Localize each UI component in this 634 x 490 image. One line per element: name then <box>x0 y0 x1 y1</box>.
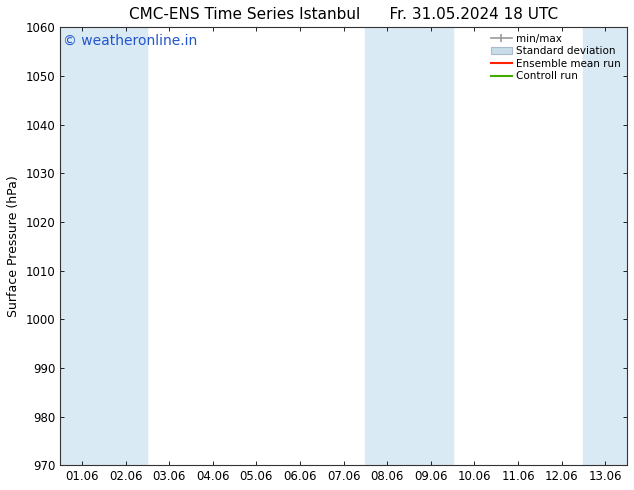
Y-axis label: Surface Pressure (hPa): Surface Pressure (hPa) <box>7 175 20 317</box>
Bar <box>104 27 147 465</box>
Bar <box>365 27 409 465</box>
Bar <box>60 27 104 465</box>
Legend: min/max, Standard deviation, Ensemble mean run, Controll run: min/max, Standard deviation, Ensemble me… <box>488 30 624 84</box>
Text: © weatheronline.in: © weatheronline.in <box>63 34 197 48</box>
Title: CMC-ENS Time Series Istanbul      Fr. 31.05.2024 18 UTC: CMC-ENS Time Series Istanbul Fr. 31.05.2… <box>129 7 558 22</box>
Bar <box>583 27 627 465</box>
Bar <box>409 27 453 465</box>
